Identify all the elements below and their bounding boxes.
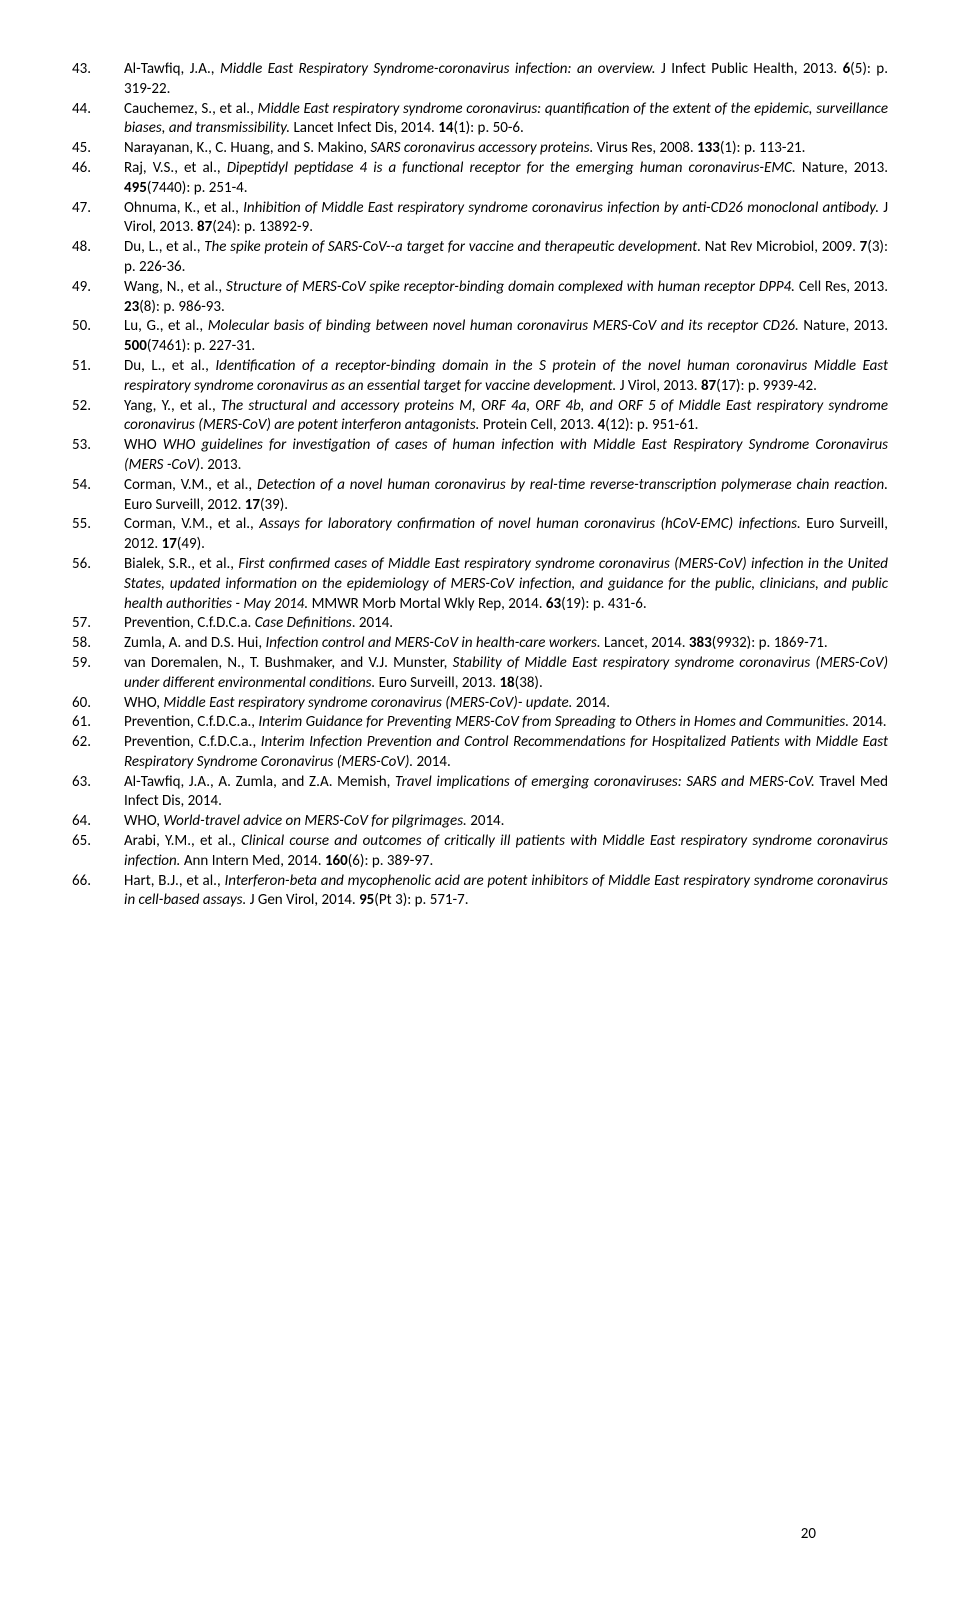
reference-item: 52.Yang, Y., et al., The structural and … bbox=[72, 397, 888, 437]
reference-number: 61. bbox=[72, 713, 124, 733]
page-number: 20 bbox=[801, 1525, 816, 1545]
reference-item: 59.van Doremalen, N., T. Bushmaker, and … bbox=[72, 654, 888, 694]
reference-text: Zumla, A. and D.S. Hui, Infection contro… bbox=[124, 634, 888, 654]
reference-number: 65. bbox=[72, 832, 124, 872]
reference-number: 45. bbox=[72, 139, 124, 159]
reference-item: 54.Corman, V.M., et al., Detection of a … bbox=[72, 476, 888, 516]
reference-text: Yang, Y., et al., The structural and acc… bbox=[124, 397, 888, 437]
reference-text: Prevention, C.f.D.C.a., Interim Guidance… bbox=[124, 713, 888, 733]
reference-number: 54. bbox=[72, 476, 124, 516]
reference-text: Wang, N., et al., Structure of MERS-CoV … bbox=[124, 278, 888, 318]
reference-item: 47.Ohnuma, K., et al., Inhibition of Mid… bbox=[72, 199, 888, 239]
reference-text: WHO, World-travel advice on MERS-CoV for… bbox=[124, 812, 888, 832]
reference-item: 63.Al-Tawfiq, J.A., A. Zumla, and Z.A. M… bbox=[72, 773, 888, 813]
reference-text: Al-Tawfiq, J.A., A. Zumla, and Z.A. Memi… bbox=[124, 773, 888, 813]
reference-item: 51.Du, L., et al., Identification of a r… bbox=[72, 357, 888, 397]
reference-number: 51. bbox=[72, 357, 124, 397]
reference-item: 46.Raj, V.S., et al., Dipeptidyl peptida… bbox=[72, 159, 888, 199]
reference-number: 56. bbox=[72, 555, 124, 614]
reference-number: 49. bbox=[72, 278, 124, 318]
reference-number: 63. bbox=[72, 773, 124, 813]
reference-number: 48. bbox=[72, 238, 124, 278]
reference-item: 48.Du, L., et al., The spike protein of … bbox=[72, 238, 888, 278]
reference-item: 61.Prevention, C.f.D.C.a., Interim Guida… bbox=[72, 713, 888, 733]
reference-item: 50.Lu, G., et al., Molecular basis of bi… bbox=[72, 317, 888, 357]
reference-text: Al-Tawfiq, J.A., Middle East Respiratory… bbox=[124, 60, 888, 100]
reference-item: 49.Wang, N., et al., Structure of MERS-C… bbox=[72, 278, 888, 318]
reference-text: Arabi, Y.M., et al., Clinical course and… bbox=[124, 832, 888, 872]
reference-item: 55.Corman, V.M., et al., Assays for labo… bbox=[72, 515, 888, 555]
reference-number: 57. bbox=[72, 614, 124, 634]
reference-item: 66.Hart, B.J., et al., Interferon-beta a… bbox=[72, 872, 888, 912]
reference-number: 60. bbox=[72, 694, 124, 714]
reference-item: 60.WHO, Middle East respiratory syndrome… bbox=[72, 694, 888, 714]
reference-text: Du, L., et al., The spike protein of SAR… bbox=[124, 238, 888, 278]
reference-number: 43. bbox=[72, 60, 124, 100]
reference-text: Du, L., et al., Identification of a rece… bbox=[124, 357, 888, 397]
reference-text: Corman, V.M., et al., Assays for laborat… bbox=[124, 515, 888, 555]
reference-item: 62.Prevention, C.f.D.C.a., Interim Infec… bbox=[72, 733, 888, 773]
reference-text: Ohnuma, K., et al., Inhibition of Middle… bbox=[124, 199, 888, 239]
reference-text: van Doremalen, N., T. Bushmaker, and V.J… bbox=[124, 654, 888, 694]
reference-number: 44. bbox=[72, 100, 124, 140]
reference-item: 53.WHO WHO guidelines for investigation … bbox=[72, 436, 888, 476]
reference-item: 56.Bialek, S.R., et al., First confirmed… bbox=[72, 555, 888, 614]
reference-item: 64.WHO, World-travel advice on MERS-CoV … bbox=[72, 812, 888, 832]
reference-text: WHO, Middle East respiratory syndrome co… bbox=[124, 694, 888, 714]
reference-text: Hart, B.J., et al., Interferon-beta and … bbox=[124, 872, 888, 912]
reference-text: Narayanan, K., C. Huang, and S. Makino, … bbox=[124, 139, 888, 159]
reference-text: Lu, G., et al., Molecular basis of bindi… bbox=[124, 317, 888, 357]
reference-number: 47. bbox=[72, 199, 124, 239]
reference-item: 58.Zumla, A. and D.S. Hui, Infection con… bbox=[72, 634, 888, 654]
reference-text: Prevention, C.f.D.C.a. Case Definitions.… bbox=[124, 614, 888, 634]
reference-number: 58. bbox=[72, 634, 124, 654]
reference-number: 59. bbox=[72, 654, 124, 694]
reference-number: 66. bbox=[72, 872, 124, 912]
reference-number: 53. bbox=[72, 436, 124, 476]
reference-number: 52. bbox=[72, 397, 124, 437]
reference-number: 55. bbox=[72, 515, 124, 555]
reference-number: 62. bbox=[72, 733, 124, 773]
reference-text: Prevention, C.f.D.C.a., Interim Infectio… bbox=[124, 733, 888, 773]
reference-list: 43.Al-Tawfiq, J.A., Middle East Respirat… bbox=[72, 60, 888, 911]
reference-number: 46. bbox=[72, 159, 124, 199]
reference-text: Raj, V.S., et al., Dipeptidyl peptidase … bbox=[124, 159, 888, 199]
reference-item: 65.Arabi, Y.M., et al., Clinical course … bbox=[72, 832, 888, 872]
reference-text: WHO WHO guidelines for investigation of … bbox=[124, 436, 888, 476]
reference-number: 50. bbox=[72, 317, 124, 357]
reference-number: 64. bbox=[72, 812, 124, 832]
reference-item: 45.Narayanan, K., C. Huang, and S. Makin… bbox=[72, 139, 888, 159]
reference-item: 57.Prevention, C.f.D.C.a. Case Definitio… bbox=[72, 614, 888, 634]
reference-text: Corman, V.M., et al., Detection of a nov… bbox=[124, 476, 888, 516]
reference-item: 44.Cauchemez, S., et al., Middle East re… bbox=[72, 100, 888, 140]
reference-text: Cauchemez, S., et al., Middle East respi… bbox=[124, 100, 888, 140]
reference-item: 43.Al-Tawfiq, J.A., Middle East Respirat… bbox=[72, 60, 888, 100]
reference-text: Bialek, S.R., et al., First confirmed ca… bbox=[124, 555, 888, 614]
